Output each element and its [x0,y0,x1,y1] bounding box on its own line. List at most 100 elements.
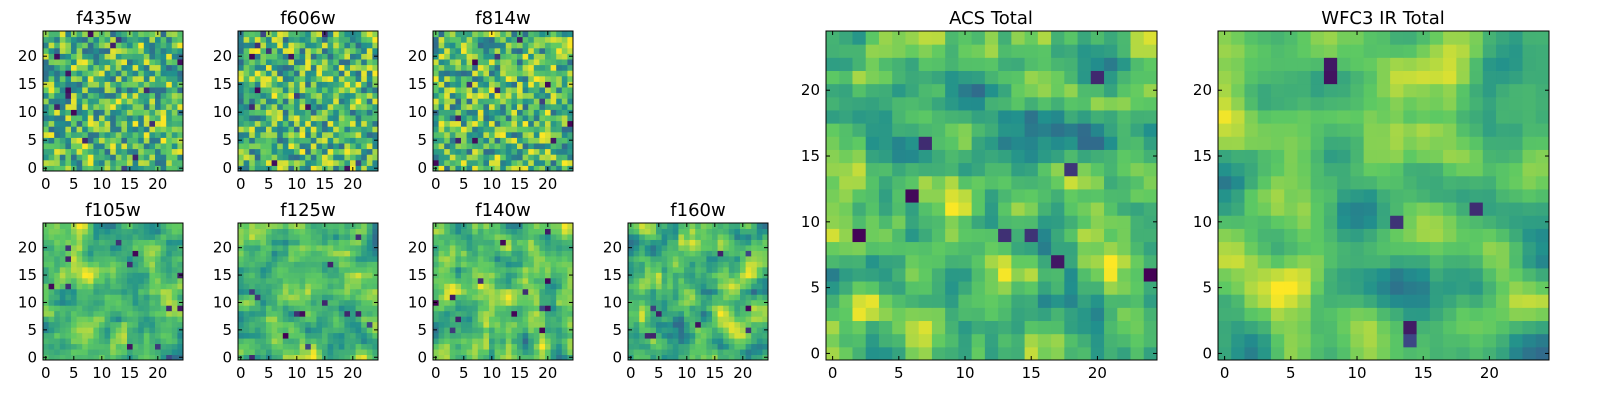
heatmap-cell [505,327,512,334]
heatmap-cell [466,228,473,235]
heatmap-cell [1130,162,1145,177]
heatmap-cell [545,272,552,279]
heatmap-cell [361,31,368,38]
heatmap-cell [650,338,657,345]
heatmap-cell [71,154,78,161]
heatmap-cell [483,305,490,312]
heatmap-cell [333,327,340,334]
heatmap-cell [539,250,546,257]
heatmap-cell [333,266,340,273]
heatmap-cell [54,70,61,77]
x-tick-label: 10 [287,364,306,382]
heatmap-cell [54,305,61,312]
heatmap-cell [505,255,512,262]
heatmap-cell [984,333,999,348]
heatmap-cell [110,70,117,77]
heatmap-cell [449,115,456,122]
heatmap-cell [740,261,747,268]
heatmap-cell [121,310,128,317]
heatmap-cell [633,299,640,306]
heatmap-cell [316,288,323,295]
heatmap-cell [155,81,162,88]
heatmap-cell [539,261,546,268]
heatmap-cell [110,159,117,166]
heatmap-cell [350,115,357,122]
heatmap-cell [672,305,679,312]
heatmap-cell [316,349,323,356]
heatmap-cell [756,343,763,350]
heatmap-cell [522,228,529,235]
heatmap-cell [826,254,840,269]
heatmap-cell [556,233,563,240]
heatmap-cell [155,228,162,235]
heatmap-cell [271,327,278,334]
heatmap-cell [505,338,512,345]
heatmap-cell [355,36,362,43]
heatmap-cell [271,126,278,133]
heatmap-cell [115,272,122,279]
heatmap-cell [288,244,295,251]
heatmap-cell [483,283,490,290]
heatmap-cell [438,148,445,155]
heatmap-cell [466,126,473,133]
heatmap-cell [322,244,329,251]
heatmap-cell [533,255,540,262]
heatmap-cell [54,31,61,38]
heatmap-cell [472,137,479,144]
heatmap-cell [132,277,139,284]
heatmap-cell [305,321,312,328]
heatmap-cell [489,310,496,317]
heatmap-cell [132,103,139,110]
heatmap-cell [87,126,94,133]
heatmap-cell [299,255,306,262]
heatmap-cell [82,154,89,161]
heatmap-cell [661,310,668,317]
heatmap-cell [71,233,78,240]
heatmap-cell [160,47,167,54]
heatmap-cell [316,343,323,350]
heatmap-cell [160,59,167,66]
heatmap-cell [839,333,853,348]
heatmap-cell [87,53,94,60]
heatmap-cell [494,81,501,88]
heatmap-cell [511,154,518,161]
heatmap-cell [344,354,351,361]
heatmap-cell [751,277,758,284]
heatmap-cell [127,92,134,99]
heatmap-cell [667,261,674,268]
heatmap-cell [271,233,278,240]
y-tick-label: 5 [417,131,427,149]
heatmap-cell [93,338,100,345]
heatmap-cell [550,115,557,122]
heatmap-cell [93,349,100,356]
heatmap-cell [466,223,473,229]
heatmap-cell [177,148,184,155]
heatmap-cell [918,241,933,256]
heatmap-cell [238,233,245,240]
heatmap-cell [277,228,284,235]
heatmap-cell [533,250,540,257]
heatmap-cell [678,332,685,339]
heatmap-cell [160,332,167,339]
heatmap-cell [489,75,496,82]
heatmap-cell [138,277,145,284]
heatmap-cell [171,59,178,66]
heatmap-cell [87,31,94,38]
heatmap-cell [299,343,306,350]
heatmap-cell [438,228,445,235]
heatmap-cell [550,354,557,361]
heatmap-cell [545,250,552,257]
heatmap-cell [852,254,867,269]
heatmap-cell [54,159,61,166]
heatmap-cell [121,59,128,66]
heatmap-cell [177,266,184,273]
panel-title: f435w [76,8,131,29]
heatmap-cell [483,294,490,301]
heatmap-cell [54,321,61,328]
heatmap-cell [522,321,529,328]
heatmap-cell [1011,215,1026,229]
heatmap-cell [333,109,340,116]
heatmap-cell [517,137,524,144]
heatmap-cell [238,47,245,54]
